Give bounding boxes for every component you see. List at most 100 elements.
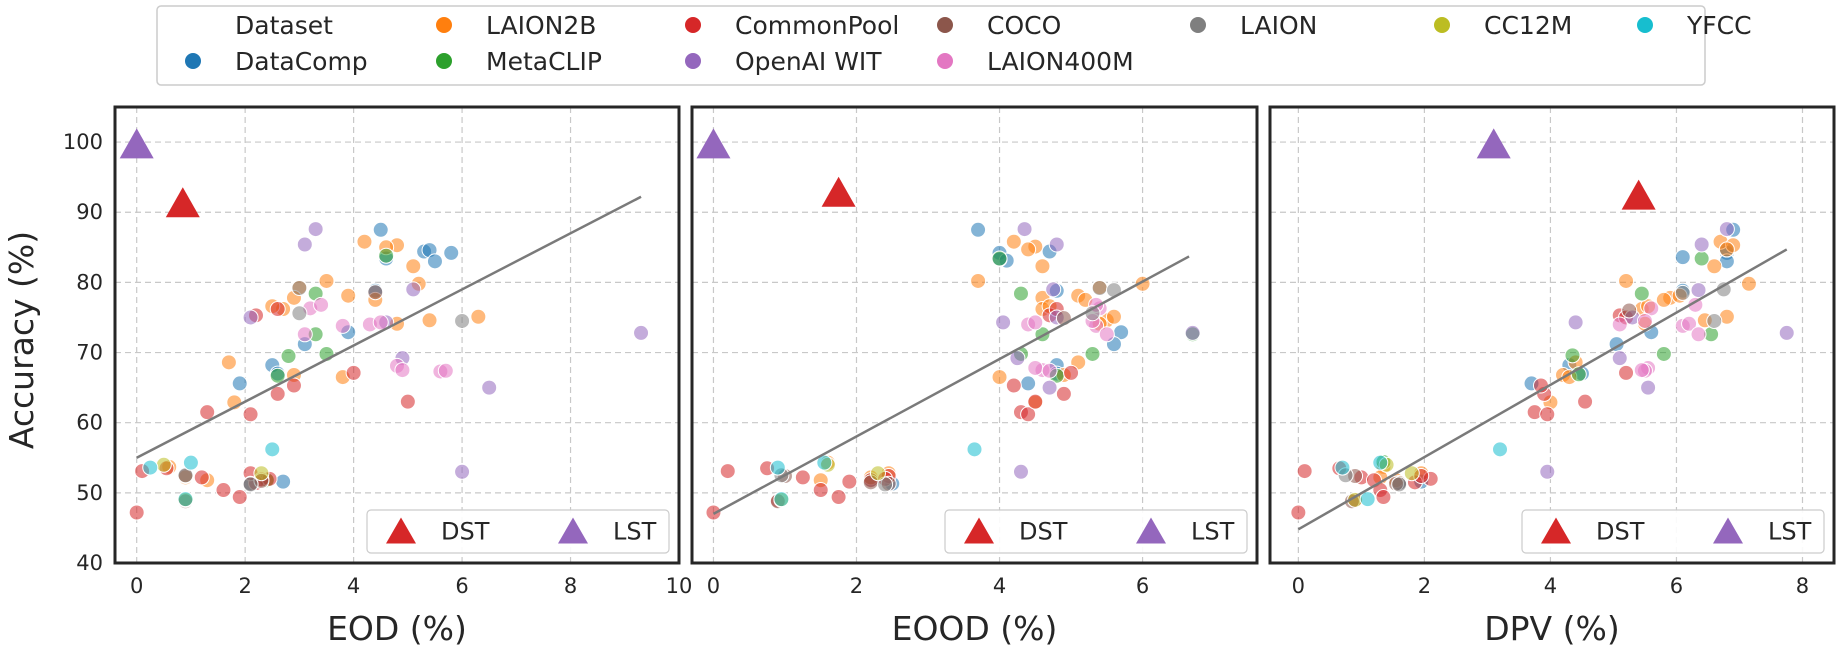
series-yfcc (769, 441, 983, 508)
dst-legend-marker (386, 517, 416, 544)
lst-legend-label: LST (613, 518, 657, 546)
data-point (1655, 291, 1672, 308)
data-point (182, 454, 199, 471)
data-point (1564, 347, 1581, 364)
data-point (454, 312, 471, 329)
legend-marker (1434, 17, 1450, 33)
data-point (372, 314, 389, 331)
data-point (405, 281, 422, 298)
data-point (1091, 279, 1108, 296)
x-axis-label: DPV (%) (1484, 609, 1619, 648)
dst-legend-marker (1541, 517, 1571, 544)
data-point (1012, 285, 1029, 302)
data-point (253, 465, 270, 482)
data-point (399, 393, 416, 410)
legend-label: MetaCLIP (486, 47, 602, 76)
x-tick-label: 6 (1136, 574, 1149, 598)
series-laion (1337, 281, 1732, 493)
legend-label: COCO (987, 11, 1061, 40)
trend-line (1297, 248, 1788, 531)
data-point (1020, 241, 1037, 258)
y-tick-label: 60 (76, 411, 103, 435)
legend-marker (436, 17, 452, 33)
data-point (1375, 489, 1392, 506)
plot-area (115, 107, 679, 563)
data-point (296, 326, 313, 343)
data-point (633, 324, 650, 341)
data-point (177, 491, 194, 508)
x-tick-label: 0 (707, 574, 720, 598)
data-point (454, 463, 471, 480)
data-point (231, 489, 248, 506)
y-tick-label: 50 (76, 481, 103, 505)
dst-legend-marker (964, 517, 994, 544)
y-tick-label: 90 (76, 200, 103, 224)
data-point (1539, 406, 1556, 423)
data-point (394, 362, 411, 379)
y-axis-label: Accuracy (%) (2, 231, 41, 449)
legend-label: YFCC (1686, 11, 1752, 40)
legend-marker (1190, 17, 1206, 33)
legend-label: LAION400M (987, 47, 1134, 76)
data-point (437, 362, 454, 379)
dst-marker (821, 176, 856, 207)
data-point (313, 296, 330, 313)
y-tick-label: 70 (76, 341, 103, 365)
marker-legend-frame (944, 509, 1248, 554)
lst-marker (696, 128, 731, 159)
data-point (291, 305, 308, 322)
data-point (1718, 221, 1735, 238)
y-tick-label: 80 (76, 270, 103, 294)
legend-label: CC12M (1484, 11, 1572, 40)
lst-legend-marker (1136, 517, 1166, 544)
data-point (1706, 312, 1723, 329)
x-tick-label: 10 (666, 574, 693, 598)
data-point (1020, 406, 1037, 423)
lst-marker (1476, 128, 1511, 159)
data-point (773, 491, 790, 508)
data-point (155, 456, 172, 473)
x-tick-label: 4 (1544, 574, 1557, 598)
y-tick-label: 100 (63, 130, 103, 154)
data-point (1012, 463, 1029, 480)
data-point (1045, 281, 1062, 298)
data-point (1690, 282, 1707, 299)
data-point (1718, 241, 1735, 258)
data-point (242, 476, 259, 493)
data-point (1618, 364, 1635, 381)
x-tick-label: 8 (564, 574, 577, 598)
data-point (1633, 285, 1650, 302)
data-point (1539, 463, 1556, 480)
dataset-legend: Dataset DataComp LAION2B MetaCLIP CommonPoo… (156, 5, 1752, 86)
data-point (841, 473, 858, 490)
data-point (470, 308, 487, 325)
dst-legend-label: DST (441, 518, 490, 546)
data-point (1391, 476, 1408, 493)
dst-marker (165, 187, 200, 218)
data-point (426, 253, 443, 270)
dst-marker (1621, 179, 1656, 210)
series-yfcc (1334, 441, 1509, 508)
data-point (1655, 345, 1672, 362)
data-point (1633, 362, 1650, 379)
x-tick-label: 8 (1796, 574, 1809, 598)
data-point (1636, 312, 1653, 329)
data-point (991, 369, 1008, 386)
data-point (345, 364, 362, 381)
legend-marker (937, 17, 953, 33)
data-point (769, 459, 786, 476)
marker-legend: DST LST (944, 509, 1248, 554)
chart-panel-3: 0 2 4 6 8 DPV (%) DST LST (1268, 105, 1836, 648)
data-point (1567, 314, 1584, 331)
marker-legend-frame (1521, 509, 1825, 554)
data-point (269, 385, 286, 402)
series-yfcc (142, 441, 281, 508)
trend-line (712, 255, 1190, 515)
data-point (1334, 459, 1351, 476)
data-point (1681, 315, 1698, 332)
data-point (307, 221, 324, 238)
data-point (877, 476, 894, 493)
legend-label: CommonPool (735, 11, 899, 40)
marker-legend: DST LST (1521, 509, 1825, 554)
